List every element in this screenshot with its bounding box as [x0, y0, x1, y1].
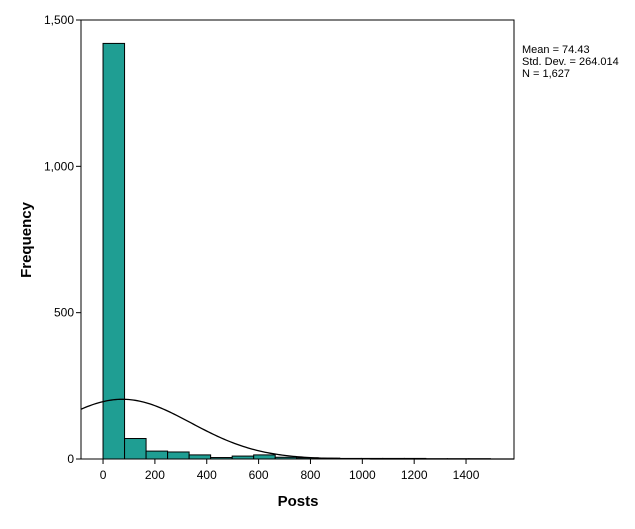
x-tick-label: 200	[145, 468, 165, 482]
stats-std-dev: Std. Dev. = 264.014	[522, 56, 619, 68]
y-tick-label: 500	[54, 306, 74, 320]
histogram-bars	[103, 43, 490, 459]
y-axis-title: Frequency	[18, 201, 35, 278]
histogram-bar-3	[168, 452, 190, 459]
histogram-bar-2	[146, 451, 168, 459]
y-tick-label: 0	[67, 452, 74, 466]
x-tick-label: 600	[249, 468, 269, 482]
plot-frame	[81, 20, 514, 459]
x-tick-label: 800	[300, 468, 320, 482]
x-tick-label: 1000	[349, 468, 376, 482]
x-tick-label: 400	[197, 468, 217, 482]
stats-mean: Mean = 74.43	[522, 44, 590, 56]
x-axis-ticks: 0 200 400 600 800 1000 1200 1400	[100, 459, 480, 482]
histogram-bar-7	[254, 455, 276, 459]
stats-n: N = 1,627	[522, 68, 570, 80]
y-tick-label: 1,500	[44, 13, 74, 27]
histogram-bar-0	[103, 43, 125, 459]
x-axis-title: Posts	[278, 493, 319, 510]
histogram-bar-1	[125, 439, 147, 459]
y-tick-label: 1,000	[44, 159, 74, 173]
x-tick-label: 1400	[453, 468, 480, 482]
histogram-bar-4	[189, 455, 211, 459]
x-tick-label: 0	[100, 468, 107, 482]
y-axis-ticks: 0 500 1,000 1,500	[44, 13, 81, 466]
x-tick-label: 1200	[401, 468, 428, 482]
